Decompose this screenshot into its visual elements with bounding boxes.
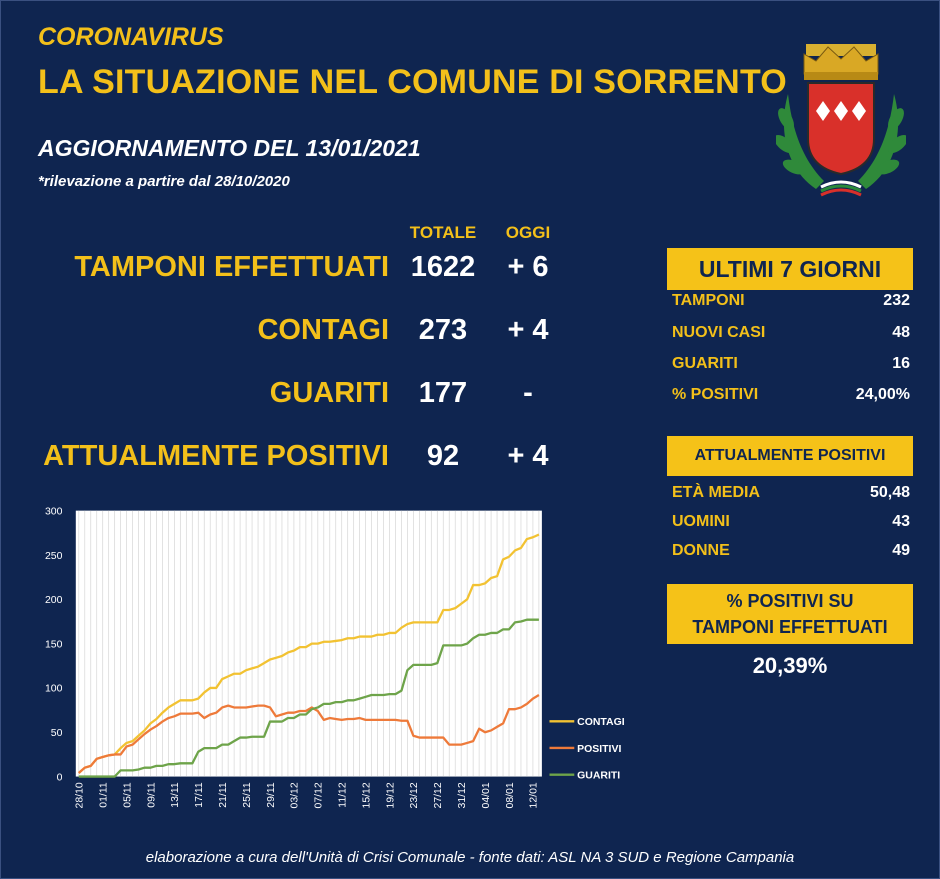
kicker: CORONAVIRUS bbox=[38, 23, 224, 51]
y-tick-label: 0 bbox=[57, 772, 63, 783]
trend-chart: 0 50 100 150 200 250 300 28/10 01/11 05/11 09/11 1… bbox=[45, 506, 625, 808]
x-tick-label: 17/11 bbox=[194, 782, 205, 808]
x-tick-label: 31/12 bbox=[457, 782, 468, 808]
x-tick-label: 19/12 bbox=[385, 782, 396, 808]
update-date: AGGIORNAMENTO DEL 13/01/2021 bbox=[38, 135, 421, 161]
last7-value: 24,00% bbox=[855, 386, 910, 403]
x-tick-label: 08/01 bbox=[505, 782, 516, 808]
footer-credit: elaborazione a cura dell'Unità di Crisi … bbox=[145, 849, 795, 866]
last7-label: TAMPONI bbox=[672, 292, 745, 309]
y-tick-label: 200 bbox=[45, 595, 63, 606]
percent-header: % POSITIVI SU TAMPONI EFFETTUATI bbox=[667, 584, 913, 644]
row-total-positivi: 92 bbox=[426, 440, 460, 472]
last7-label: NUOVI CASI bbox=[672, 324, 766, 341]
column-header-today: OGGI bbox=[505, 223, 551, 242]
row-label-contagi: CONTAGI bbox=[257, 314, 389, 346]
x-tick-label: 03/12 bbox=[290, 782, 301, 808]
row-today-contagi: + 4 bbox=[507, 314, 549, 346]
last7-label: % POSITIVI bbox=[672, 386, 759, 403]
last7-value: 232 bbox=[883, 292, 910, 309]
positives-label: UOMINI bbox=[672, 513, 730, 530]
row-today-positivi: + 4 bbox=[507, 440, 549, 472]
x-tick-label: 13/11 bbox=[170, 782, 181, 808]
plot-area bbox=[75, 510, 542, 777]
legend-label: GUARITI bbox=[577, 770, 620, 781]
row-total-tamponi: 1622 bbox=[410, 251, 476, 283]
x-tick-label: 04/01 bbox=[481, 782, 492, 808]
column-header-total: TOTALE bbox=[409, 223, 477, 242]
x-tick-label: 01/11 bbox=[98, 782, 109, 808]
row-label-guariti: GUARITI bbox=[269, 377, 389, 409]
last7-header: ULTIMI 7 GIORNI bbox=[667, 248, 913, 290]
positives-label: DONNE bbox=[672, 542, 730, 559]
y-tick-label: 100 bbox=[45, 684, 63, 695]
x-tick-label: 23/12 bbox=[409, 782, 420, 808]
last7-row-percent: % POSITIVI 24,00% bbox=[672, 386, 910, 404]
last7-label: GUARITI bbox=[672, 355, 738, 372]
x-tick-label: 28/10 bbox=[75, 782, 86, 808]
x-tick-label: 29/11 bbox=[266, 782, 277, 808]
coat-of-arms-logo bbox=[776, 44, 906, 197]
x-tick-label: 25/11 bbox=[242, 782, 253, 808]
positives-value: 50,48 bbox=[869, 484, 910, 501]
last7-row-nuovi-casi: NUOVI CASI 48 bbox=[672, 324, 910, 342]
positives-value: 43 bbox=[892, 513, 910, 530]
series-line-guariti bbox=[78, 618, 539, 778]
positives-header: ATTUALMENTE POSITIVI bbox=[667, 436, 913, 476]
x-tick-label: 11/12 bbox=[338, 782, 349, 808]
row-label-tamponi: TAMPONI EFFETTUATI bbox=[74, 251, 389, 283]
x-tick-label: 09/11 bbox=[146, 782, 157, 808]
y-tick-label: 250 bbox=[45, 551, 63, 562]
percent-value: 20,39% bbox=[752, 653, 828, 678]
y-tick-label: 300 bbox=[45, 506, 63, 517]
percent-header-line2: TAMPONI EFFETTUATI bbox=[692, 617, 888, 637]
legend-label: CONTAGI bbox=[577, 717, 625, 728]
last7-row-tamponi: TAMPONI 232 bbox=[672, 292, 910, 310]
positives-row-age: ETÀ MEDIA 50,48 bbox=[672, 484, 910, 502]
y-tick-label: 150 bbox=[45, 639, 63, 650]
row-today-tamponi: + 6 bbox=[507, 251, 549, 283]
positives-value: 49 bbox=[892, 542, 910, 559]
page-title: LA SITUAZIONE NEL COMUNE DI SORRENTO bbox=[38, 63, 787, 101]
row-label-positivi: ATTUALMENTE POSITIVI bbox=[43, 440, 389, 472]
survey-note: *rilevazione a partire dal 28/10/2020 bbox=[38, 173, 290, 190]
y-tick-label: 50 bbox=[51, 728, 63, 739]
x-tick-label: 21/11 bbox=[218, 782, 229, 808]
positives-label: ETÀ MEDIA bbox=[672, 484, 760, 501]
x-tick-label: 27/12 bbox=[433, 782, 444, 808]
row-total-guariti: 177 bbox=[418, 377, 468, 409]
x-tick-label: 12/01 bbox=[529, 782, 540, 808]
row-total-contagi: 273 bbox=[418, 314, 468, 346]
percent-header-line1: % POSITIVI SU bbox=[726, 591, 854, 611]
series-line-contagi bbox=[77, 533, 540, 774]
positives-row-women: DONNE 49 bbox=[672, 542, 910, 560]
positives-row-men: UOMINI 43 bbox=[672, 513, 910, 531]
last7-value: 48 bbox=[892, 324, 910, 341]
last7-value: 16 bbox=[892, 355, 910, 372]
x-tick-label: 07/12 bbox=[314, 782, 325, 808]
x-tick-label: 15/12 bbox=[361, 782, 372, 808]
row-today-guariti: - bbox=[523, 377, 533, 409]
legend-label: POSITIVI bbox=[577, 744, 621, 755]
x-tick-label: 05/11 bbox=[122, 782, 133, 808]
series-line-positivi bbox=[77, 693, 540, 774]
last7-row-guariti: GUARITI 16 bbox=[672, 355, 910, 373]
